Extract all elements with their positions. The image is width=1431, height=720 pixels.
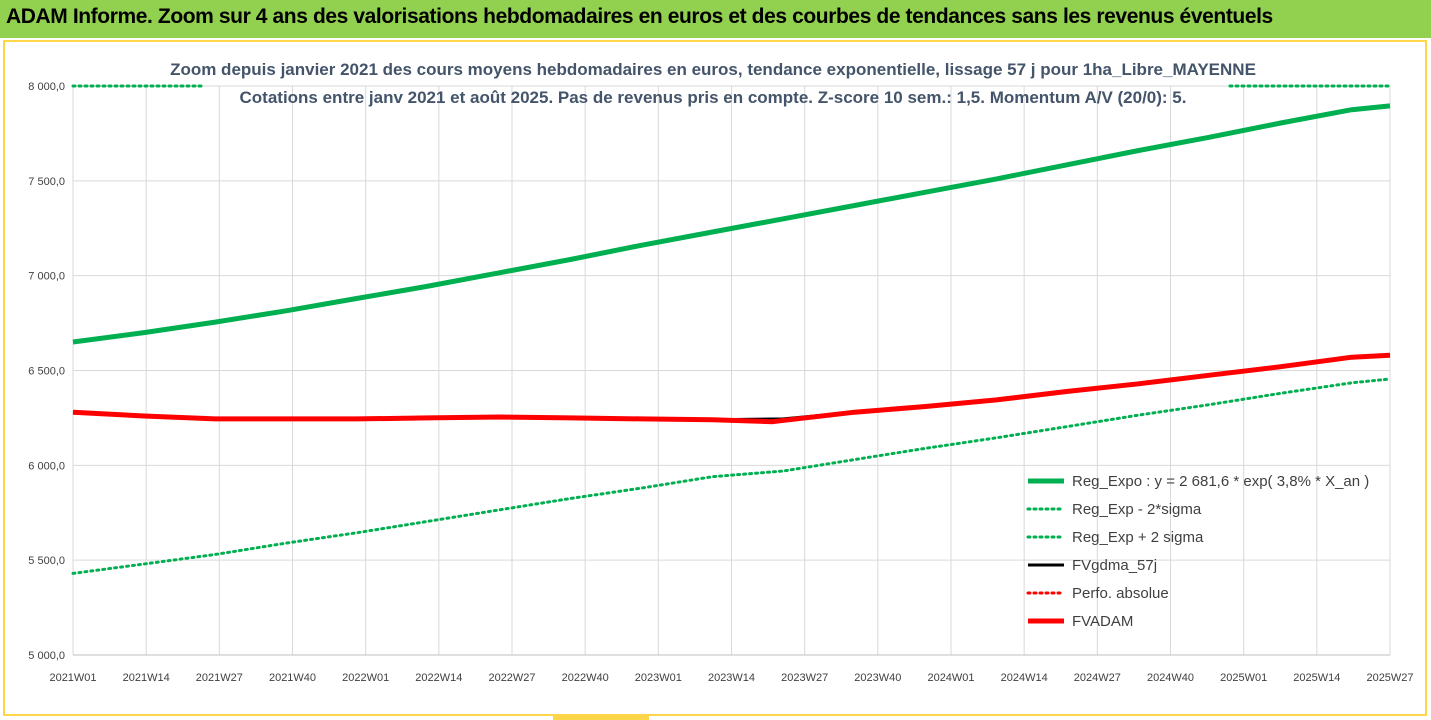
legend-label: Reg_Exp - 2*sigma — [1072, 501, 1202, 518]
chart-frame — [3, 40, 1427, 716]
y-tick-label: 7 500,0 — [28, 176, 65, 188]
x-tick-label: 2021W40 — [269, 672, 316, 684]
x-tick-label: 2024W27 — [1074, 672, 1121, 684]
x-tick-label: 2025W27 — [1366, 672, 1413, 684]
x-tick-label: 2021W27 — [196, 672, 243, 684]
x-tick-label: 2024W01 — [927, 672, 974, 684]
frame-handle — [553, 714, 649, 720]
x-tick-label: 2022W27 — [488, 672, 535, 684]
y-tick-label: 5 000,0 — [28, 650, 65, 662]
y-tick-label: 7 000,0 — [28, 271, 65, 283]
report-banner: ADAM Informe. Zoom sur 4 ans des valoris… — [0, 0, 1431, 38]
chart-title-line2: Cotations entre janv 2021 et août 2025. … — [240, 88, 1187, 107]
x-tick-label: 2022W40 — [562, 672, 609, 684]
legend-label: Perfo. absolue — [1072, 585, 1169, 602]
x-tick-label: 2023W27 — [781, 672, 828, 684]
x-axis-ticks: 2021W01 2021W14 2021W27 2021W40 2022W01 2022W… — [49, 672, 1413, 684]
x-tick-label: 2024W14 — [1001, 672, 1048, 684]
x-tick-label: 2023W01 — [635, 672, 682, 684]
x-tick-label: 2021W14 — [123, 672, 170, 684]
x-tick-label: 2023W14 — [708, 672, 755, 684]
x-tick-label: 2024W40 — [1147, 672, 1194, 684]
series-line-0 — [72, 103, 1391, 345]
chart-legend: Reg_Expo : y = 2 681,6 * exp( 3,8% * X_a… — [1026, 473, 1369, 630]
x-tick-label: 2022W01 — [342, 672, 389, 684]
x-tick-label: 2025W01 — [1220, 672, 1267, 684]
legend-label: Reg_Expo : y = 2 681,6 * exp( 3,8% * X_a… — [1072, 473, 1369, 490]
x-tick-label: 2023W40 — [854, 672, 901, 684]
y-axis-ticks: 5 000,0 5 500,0 6 000,0 6 500,0 7 000,0 7 500… — [28, 81, 65, 662]
chart-grid — [72, 85, 1391, 656]
y-tick-label: 6 500,0 — [28, 366, 65, 378]
legend-label: FVgdma_57j — [1072, 557, 1157, 574]
y-tick-label: 8 000,0 — [28, 81, 65, 93]
chart-title-line1: Zoom depuis janvier 2021 des cours moyen… — [170, 60, 1256, 79]
legend-label: Reg_Exp + 2 sigma — [1072, 529, 1204, 546]
y-tick-label: 6 000,0 — [28, 460, 65, 472]
series-line-5 — [72, 352, 1391, 425]
chart-series — [71, 84, 1392, 575]
x-tick-label: 2025W14 — [1293, 672, 1340, 684]
x-tick-label: 2021W01 — [49, 672, 96, 684]
x-tick-label: 2022W14 — [415, 672, 462, 684]
legend-label: FVADAM — [1072, 613, 1133, 630]
y-tick-label: 5 500,0 — [28, 555, 65, 567]
report-title: ADAM Informe. Zoom sur 4 ans des valoris… — [6, 5, 1273, 28]
series-line-1 — [71, 377, 1392, 575]
